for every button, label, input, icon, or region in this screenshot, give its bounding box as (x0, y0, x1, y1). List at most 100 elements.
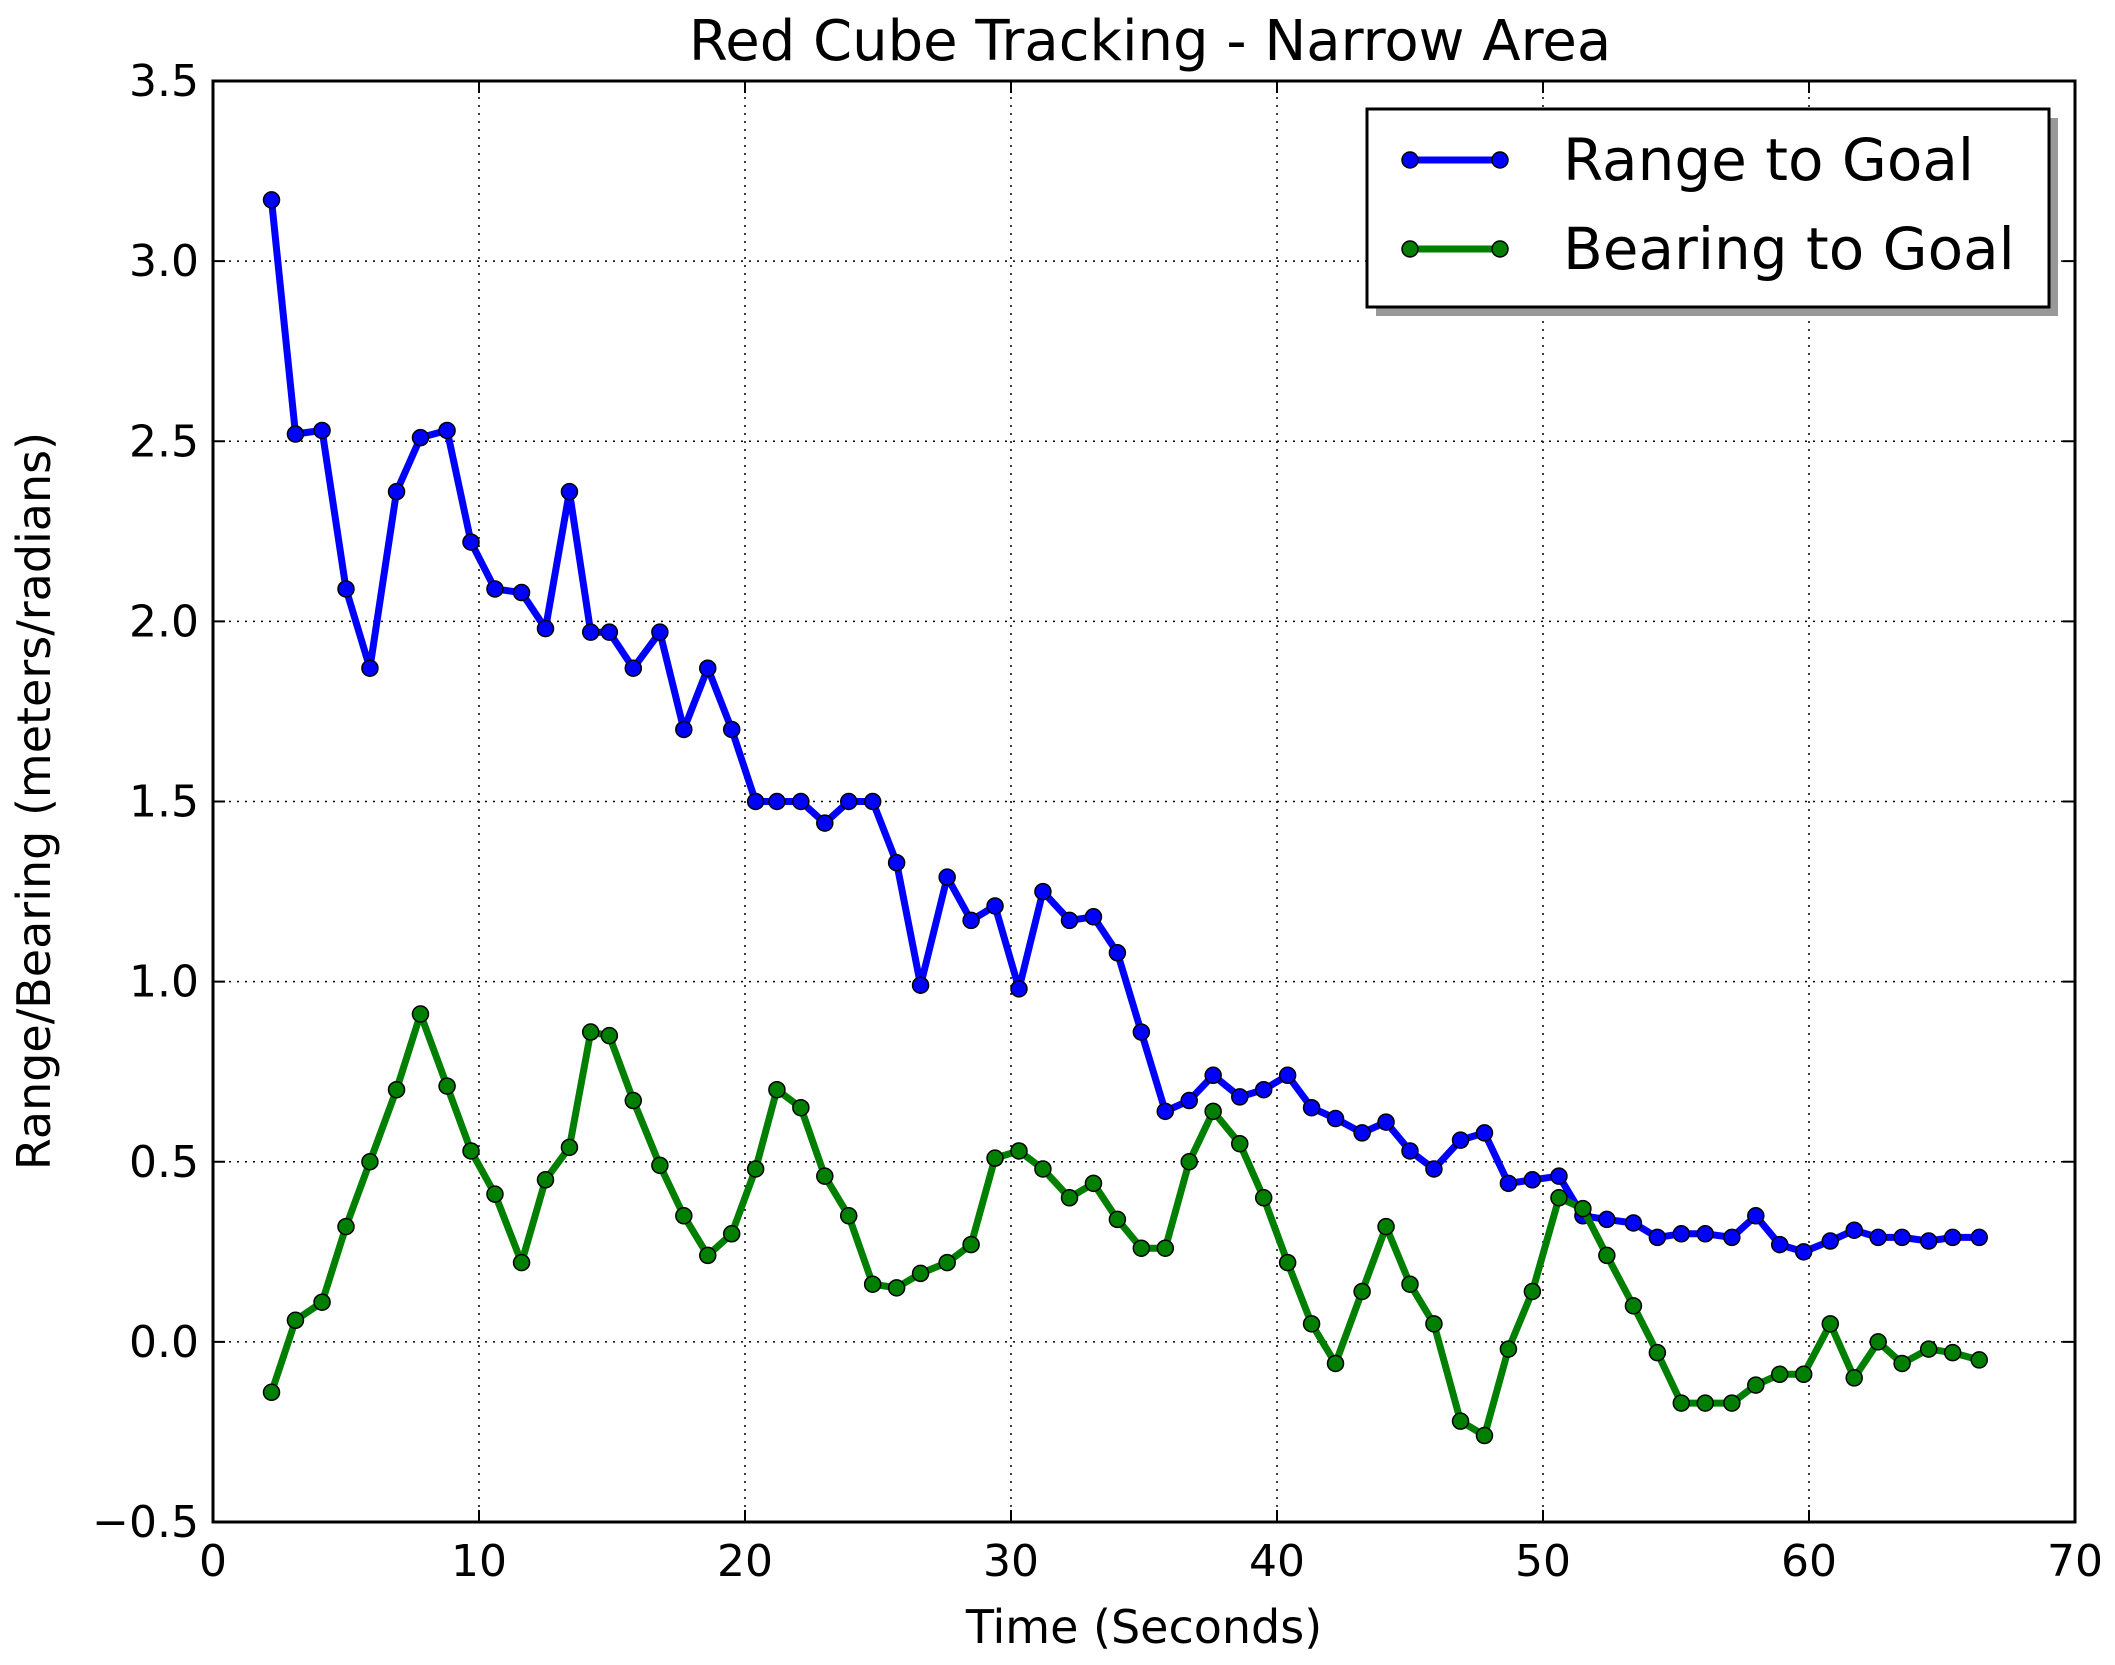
data-point-range-to-goal (1108, 944, 1127, 962)
data-point-range-to-goal (1624, 1214, 1643, 1232)
data-point-bearing-to-goal (600, 1026, 619, 1045)
data-point-bearing-to-goal (1084, 1174, 1103, 1193)
data-point-range-to-goal (1377, 1113, 1395, 1131)
data-point-range-to-goal (1180, 1091, 1198, 1110)
series-bearing-to-goal (262, 1005, 1988, 1445)
data-point-bearing-to-goal (1893, 1354, 1911, 1373)
data-point-bearing-to-goal (1377, 1217, 1395, 1236)
data-point-range-to-goal (962, 911, 980, 930)
data-point-bearing-to-goal (1598, 1246, 1616, 1265)
data-point-bearing-to-goal (675, 1207, 693, 1225)
data-point-bearing-to-goal (512, 1253, 531, 1272)
data-point-range-to-goal (1598, 1210, 1616, 1229)
data-point-bearing-to-goal (1648, 1343, 1667, 1362)
data-point-range-to-goal (600, 623, 619, 641)
data-point-bearing-to-goal (1451, 1412, 1470, 1430)
legend: Range to Goal Bearing to Goal (1365, 107, 2058, 316)
data-point-bearing-to-goal (962, 1235, 980, 1254)
data-point-range-to-goal (1401, 1142, 1419, 1160)
data-point-bearing-to-goal (1425, 1315, 1443, 1333)
data-point-range-to-goal (361, 659, 379, 677)
x-tick-label: 60 (1781, 1536, 1837, 1587)
data-point-bearing-to-goal (1401, 1275, 1419, 1293)
data-point-bearing-to-goal (1821, 1315, 1840, 1333)
data-point-bearing-to-goal (1010, 1142, 1028, 1160)
y-tick-label: −0.5 (92, 1497, 199, 1548)
data-point-bearing-to-goal (313, 1293, 331, 1311)
data-point-bearing-to-goal (536, 1171, 555, 1189)
data-point-bearing-to-goal (624, 1091, 643, 1110)
x-tick-label: 20 (717, 1536, 773, 1587)
data-point-range-to-goal (1451, 1131, 1470, 1149)
data-point-range-to-goal (1770, 1235, 1789, 1254)
data-point-bearing-to-goal (1574, 1199, 1592, 1218)
data-point-bearing-to-goal (262, 1383, 281, 1402)
data-point-range-to-goal (746, 792, 765, 811)
data-point-range-to-goal (1869, 1228, 1887, 1247)
data-point-range-to-goal (1845, 1221, 1863, 1239)
data-point-bearing-to-goal (361, 1153, 379, 1171)
data-point-bearing-to-goal (863, 1275, 882, 1293)
data-point-bearing-to-goal (1943, 1343, 1962, 1362)
data-point-range-to-goal (1278, 1066, 1297, 1085)
data-point-range-to-goal (1499, 1174, 1518, 1193)
data-point-bearing-to-goal (1550, 1189, 1568, 1207)
data-point-bearing-to-goal (1624, 1297, 1643, 1315)
legend-marker-bearing-left (1401, 240, 1419, 258)
data-point-bearing-to-goal (1326, 1354, 1345, 1373)
data-point-bearing-to-goal (1869, 1333, 1887, 1351)
data-point-bearing-to-goal (1180, 1153, 1198, 1171)
data-point-range-to-goal (1084, 908, 1103, 926)
data-point-bearing-to-goal (1278, 1253, 1297, 1272)
data-point-bearing-to-goal (462, 1142, 480, 1160)
data-point-bearing-to-goal (1696, 1394, 1715, 1412)
y-tick-label: 2.0 (129, 596, 199, 647)
data-point-range-to-goal (536, 619, 555, 638)
data-point-bearing-to-goal (1794, 1365, 1813, 1384)
data-point-range-to-goal (624, 659, 643, 677)
data-point-bearing-to-goal (1747, 1376, 1765, 1394)
y-tick-label: 0.0 (129, 1317, 199, 1368)
data-point-bearing-to-goal (768, 1080, 786, 1099)
ticks-layer (212, 80, 2076, 1523)
data-point-range-to-goal (387, 482, 406, 501)
x-tick-label: 40 (1249, 1536, 1305, 1587)
data-point-bearing-to-goal (938, 1253, 956, 1272)
data-point-bearing-to-goal (911, 1264, 930, 1283)
data-point-range-to-goal (1231, 1088, 1249, 1106)
data-point-bearing-to-goal (1919, 1340, 1938, 1358)
legend-label-range: Range to Goal (1563, 126, 1974, 194)
series-range-to-goal (262, 191, 1988, 1261)
data-point-bearing-to-goal (887, 1279, 906, 1297)
y-tick-label: 1.0 (129, 957, 199, 1008)
data-point-bearing-to-goal (1672, 1394, 1691, 1412)
data-point-bearing-to-goal (1254, 1189, 1273, 1207)
data-point-range-to-goal (887, 853, 906, 872)
data-point-range-to-goal (462, 533, 480, 551)
data-point-bearing-to-goal (411, 1005, 430, 1023)
data-point-range-to-goal (863, 792, 882, 811)
tick-labels-layer: 0 10 20 30 40 50 60 70 −0.5 0.0 0.5 1.0 1.5 2.0 2.5 3.0… (92, 56, 2103, 1587)
data-point-bearing-to-goal (699, 1246, 717, 1265)
data-point-range-to-goal (411, 428, 430, 447)
data-point-bearing-to-goal (1034, 1160, 1052, 1178)
data-point-range-to-goal (438, 421, 456, 440)
x-axis-label: Time (Seconds) (965, 1600, 1322, 1654)
x-tick-label: 50 (1515, 1536, 1571, 1587)
data-point-bearing-to-goal (1156, 1239, 1175, 1257)
data-point-range-to-goal (839, 792, 858, 811)
data-point-range-to-goal (1919, 1232, 1938, 1250)
data-point-bearing-to-goal (1108, 1210, 1127, 1229)
data-point-range-to-goal (1204, 1066, 1222, 1085)
data-point-range-to-goal (722, 720, 741, 739)
legend-marker-range-right (1491, 151, 1509, 169)
data-point-bearing-to-goal (1132, 1239, 1151, 1257)
data-point-range-to-goal (1550, 1167, 1568, 1185)
data-point-range-to-goal (1893, 1228, 1911, 1247)
data-point-range-to-goal (1254, 1080, 1273, 1099)
data-point-bearing-to-goal (792, 1098, 810, 1117)
y-tick-label: 0.5 (129, 1137, 199, 1188)
data-point-bearing-to-goal (746, 1160, 765, 1178)
data-point-range-to-goal (1353, 1124, 1371, 1142)
